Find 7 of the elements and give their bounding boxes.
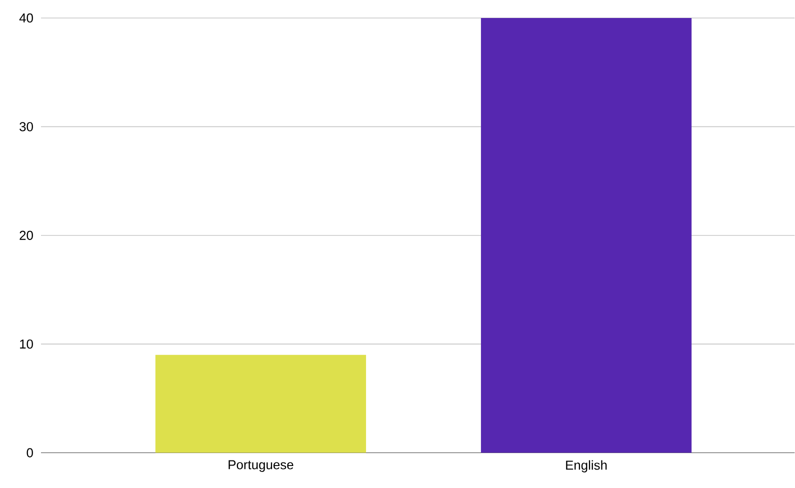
y-tick-label: 40 [19,14,33,23]
y-tick-label: 20 [20,230,33,240]
x-tick-label: Portuguese [228,460,294,472]
x-tick-label: English [566,460,607,472]
y-tick-label: 10 [20,340,33,349]
y-tick-label: 0 [26,448,33,458]
y-tick-label: 30 [20,122,33,132]
